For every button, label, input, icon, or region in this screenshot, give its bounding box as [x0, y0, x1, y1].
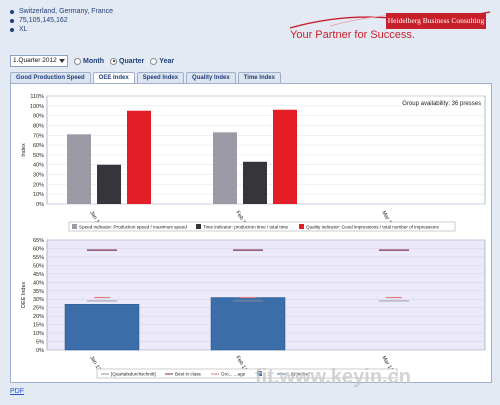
legend-label: Best in class [175, 372, 201, 377]
period-select[interactable]: 1.Quarter 2012 [10, 55, 68, 67]
radio-quarter-dot [110, 57, 117, 65]
brand-tagline: Your Partner for Success. [290, 29, 415, 41]
y-tick-label: 50% [33, 153, 44, 159]
y-tick-label: 40% [33, 280, 44, 286]
period-controls: 1.Quarter 2012 Month Quarter Year [10, 54, 174, 68]
y-tick-label: 65% [33, 238, 44, 244]
radio-year-label: Year [159, 57, 175, 65]
y-tick-label: 110% [30, 94, 44, 100]
legend-label: Quality indicator: Good impressions / to… [306, 225, 439, 230]
bar-3 [127, 110, 151, 204]
filter-item-press-ids: 75,105,145,162 [10, 16, 113, 25]
tab-bar: Good Production Speed OEE Index Speed In… [10, 72, 281, 84]
y-tick-label: 35% [33, 289, 44, 295]
y-axis-label: OEE Index [21, 281, 27, 308]
legend-box [96, 368, 398, 379]
bar-2 [97, 164, 121, 204]
filter-item-size: XL [10, 25, 113, 34]
radio-year-dot [150, 57, 158, 65]
y-tick-label: 15% [33, 323, 44, 329]
y-tick-label: 30% [33, 297, 44, 303]
legend-swatch [257, 371, 262, 376]
legend-label: ... [267, 372, 271, 377]
y-tick-label: 80% [33, 123, 44, 129]
legend-label: [Quartalsdurchschnitt] [111, 372, 156, 377]
chevron-down-icon [59, 59, 65, 63]
legend-label: ...ity index [287, 372, 308, 377]
y-tick-label: 20% [33, 314, 44, 320]
chart-annotation: Group availability: 36 presses [402, 101, 481, 107]
legend-swatch [196, 224, 201, 229]
radio-year[interactable]: Year [150, 57, 175, 65]
y-tick-label: 10% [33, 331, 44, 337]
legend-swatch [299, 224, 304, 229]
oee-bar [64, 304, 140, 351]
y-tick-label: 100% [30, 104, 44, 110]
pdf-link[interactable]: PDF [10, 388, 24, 395]
tab-time-index[interactable]: Time Index [237, 72, 281, 84]
y-tick-label: 60% [33, 246, 44, 252]
chart-panel: 0% 10% 20% 30% 40% 50% 60% 70% 80% 90% 100% 110% Ind… [10, 83, 492, 383]
y-tick-label: 10% [33, 192, 44, 198]
y-tick-label: 55% [33, 255, 44, 261]
y-tick-label: 70% [33, 133, 44, 139]
y-tick-label: 40% [33, 163, 44, 169]
y-tick-label: 60% [33, 143, 44, 149]
legend-swatch [72, 224, 77, 229]
legend-box [68, 221, 456, 232]
bar-1 [213, 132, 237, 204]
bar-1 [67, 134, 91, 204]
indicator-chart: 0% 10% 20% 30% 40% 50% 60% 70% 80% 90% 100% 110% Ind… [21, 94, 486, 232]
tab-quality-index[interactable]: Quality Index [186, 72, 236, 84]
brand-logo: Heidelberg Business Consulting [386, 13, 486, 29]
legend-label: Gro... ...age [221, 372, 246, 377]
radio-quarter-label: Quarter [119, 57, 145, 65]
y-tick-label: 20% [33, 182, 44, 188]
y-tick-label: 50% [33, 263, 44, 269]
watermark: fit.www.keyin.cn [255, 366, 411, 388]
y-tick-label: 25% [33, 306, 44, 312]
legend-label: Time indicator: production time / total … [203, 225, 289, 230]
y-tick-label: 0% [36, 202, 44, 208]
filter-item-countries: Switzerland, Germany, France [10, 7, 113, 16]
header: Switzerland, Germany, France 75,105,145,… [0, 0, 500, 48]
radio-quarter[interactable]: Quarter [110, 57, 145, 65]
radio-month[interactable]: Month [74, 57, 104, 65]
y-tick-label: 30% [33, 173, 44, 179]
y-tick-label: 0% [36, 348, 44, 354]
oee-chart: 0% 5% 10% 15% 20% 25% 30% 35% 40% 45% 50% 55% 60% 65%… [21, 238, 486, 379]
radio-month-label: Month [83, 57, 104, 65]
y-tick-label: 45% [33, 272, 44, 278]
y-tick-label: 5% [36, 340, 44, 346]
filter-list: Switzerland, Germany, France 75,105,145,… [10, 7, 113, 34]
y-tick-label: 90% [33, 114, 44, 120]
tab-good-production-speed[interactable]: Good Production Speed [10, 72, 91, 84]
bar-3 [273, 109, 297, 204]
period-select-value: 1.Quarter 2012 [13, 57, 57, 64]
radio-month-dot [74, 57, 81, 65]
tab-oee-index[interactable]: OEE Index [92, 72, 135, 84]
legend-label: Speed indicator: Production speed / maxi… [79, 225, 187, 230]
tab-speed-index[interactable]: Speed Index [136, 72, 185, 84]
brand: Heidelberg Business Consulting Your Part… [290, 6, 490, 46]
y-axis-label: Index [21, 143, 27, 157]
bar-2 [243, 161, 267, 204]
oee-bar [210, 297, 286, 351]
